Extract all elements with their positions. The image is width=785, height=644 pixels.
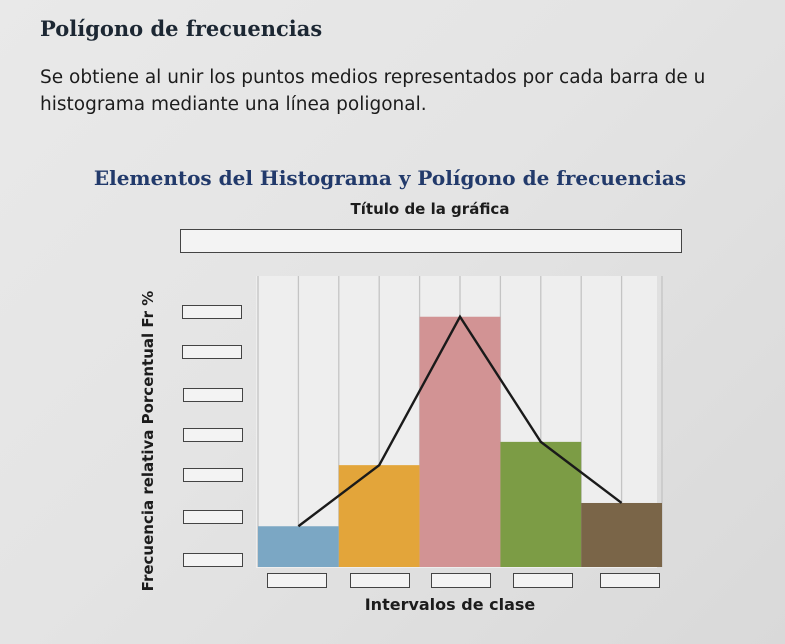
y-tick-label-box: [182, 345, 242, 359]
x-tick-label-box: [267, 573, 327, 588]
chart-title: Elementos del Histograma y Polígono de f…: [93, 166, 687, 190]
histogram-bar: [258, 526, 339, 567]
y-tick-label-box: [183, 510, 243, 524]
x-tick-label-box: [600, 573, 660, 588]
section-paragraph: Se obtiene al unir los puntos medios rep…: [40, 67, 706, 115]
histogram-bar: [581, 502, 662, 567]
section-heading: Polígono de frecuencias: [40, 16, 323, 41]
chart-title-blank-box: [180, 229, 682, 253]
chart-subtitle: Título de la gráfica: [350, 200, 510, 218]
histogram-bar: [500, 441, 582, 567]
histogram-bar: [419, 316, 501, 567]
y-tick-label-box: [183, 388, 243, 402]
y-tick-label-box: [183, 468, 243, 482]
x-tick-label-box: [431, 573, 491, 588]
y-tick-label-box: [182, 305, 242, 319]
y-tick-label-box: [183, 428, 243, 442]
x-tick-label-box: [350, 573, 410, 588]
x-tick-label-box: [513, 573, 573, 588]
y-axis-label: Frecuencia relativa Porcentual Fr %: [139, 290, 157, 592]
x-axis-label: Intervalos de clase: [364, 595, 536, 614]
y-tick-label-box: [183, 553, 243, 567]
frequency-polygon-line: [297, 314, 623, 528]
histogram-bar: [338, 465, 420, 567]
